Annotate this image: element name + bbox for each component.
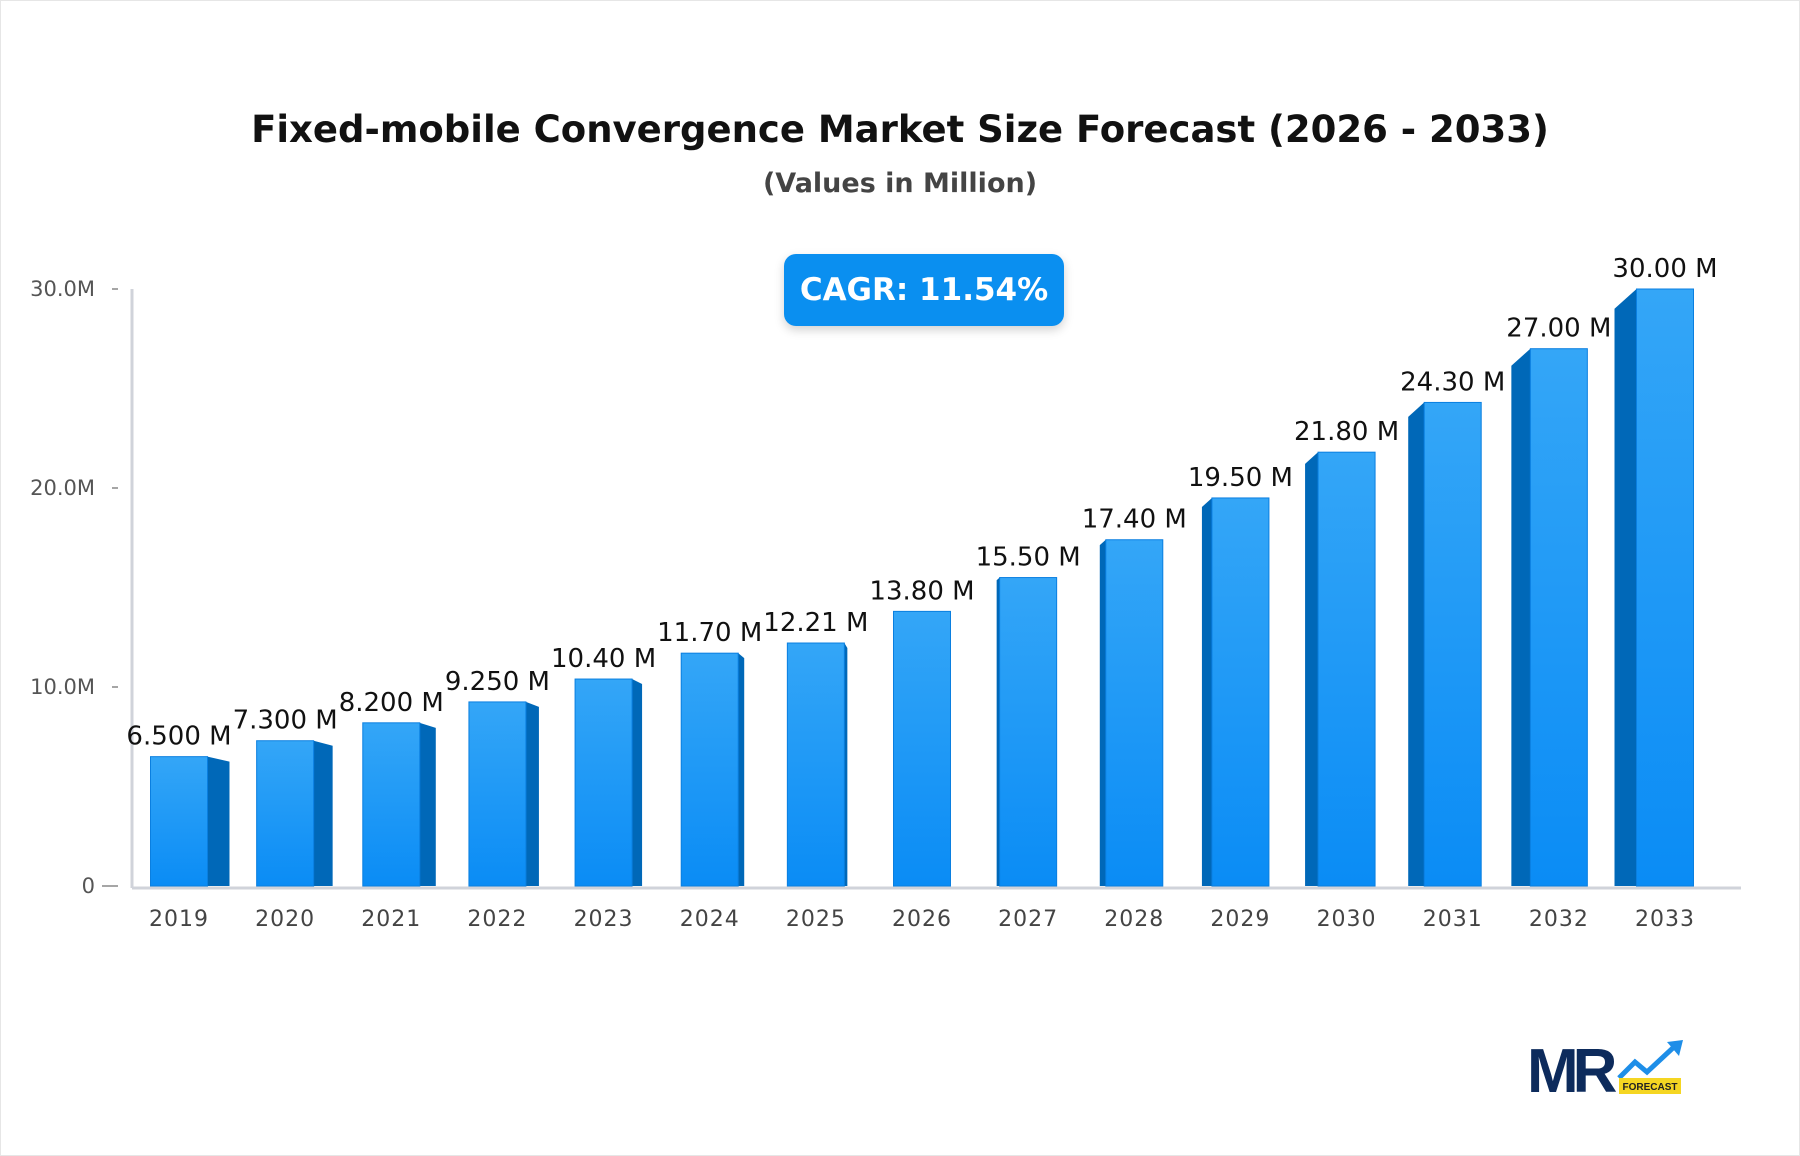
mr-forecast-logo: MR FORECAST [1527, 1040, 1683, 1100]
svg-text:FORECAST: FORECAST [1623, 1082, 1678, 1093]
bar-side [207, 756, 230, 886]
bar-2025 [786, 642, 845, 887]
bar-side [1201, 497, 1212, 886]
bar-2033 [1636, 288, 1694, 887]
x-tick-label: 2030 [1317, 907, 1377, 932]
bar-2030 [1317, 451, 1376, 887]
bar-side [844, 643, 848, 886]
y-tick-label: 10.0M [30, 675, 95, 699]
data-label: 13.80 M [869, 576, 974, 606]
bar-side [738, 653, 745, 886]
data-label: 15.50 M [976, 543, 1081, 573]
data-label: 19.50 M [1188, 463, 1293, 493]
bar-2031 [1423, 401, 1482, 887]
bar-side [1614, 289, 1637, 886]
x-tick-label: 2025 [786, 907, 846, 932]
data-label: 27.00 M [1506, 314, 1611, 344]
bar-2032 [1529, 348, 1588, 887]
data-label: 10.40 M [551, 644, 656, 674]
bar-side [1305, 452, 1319, 886]
x-tick-label: 2021 [361, 907, 421, 932]
bar-side [419, 722, 436, 886]
data-label: 24.30 M [1400, 367, 1505, 397]
x-tick-label: 2031 [1423, 907, 1483, 932]
bar-2023 [574, 678, 633, 887]
bar-side [1408, 402, 1425, 886]
data-label: 9.250 M [445, 667, 550, 697]
x-tick-label: 2026 [892, 907, 952, 932]
x-tick-label: 2022 [467, 907, 527, 932]
bar-side [1511, 348, 1531, 886]
data-label: 21.80 M [1294, 417, 1399, 447]
bar-side [313, 740, 333, 886]
x-tick-label: 2024 [680, 907, 740, 932]
bar-2026 [893, 610, 951, 887]
data-label: 12.21 M [763, 608, 868, 638]
bar-side [996, 577, 1000, 886]
data-label: 7.300 M [233, 706, 338, 736]
y-tick-label: 30.0M [30, 277, 95, 301]
x-tick-label: 2020 [255, 907, 315, 932]
x-tick-label: 2029 [1210, 907, 1270, 932]
chart-subtitle: (Values in Million) [762, 168, 1038, 199]
svg-text:MR: MR [1527, 1040, 1617, 1100]
x-tick-label: 2019 [149, 907, 209, 932]
bar-2022 [468, 701, 527, 887]
data-label: 11.70 M [657, 618, 762, 648]
bar-side [525, 701, 539, 886]
data-label: 6.500 M [126, 722, 231, 752]
y-tick-label: 20.0M [30, 476, 95, 500]
bar-2024 [680, 652, 739, 887]
bar-2020 [256, 740, 315, 887]
bar-2028 [1105, 539, 1164, 887]
bar-2029 [1211, 497, 1270, 887]
data-label: 17.40 M [1082, 505, 1187, 535]
cagr-badge: CAGR: 11.54% [784, 254, 1064, 326]
y-tick-label: 0 [82, 874, 95, 898]
data-label: 30.00 M [1612, 254, 1717, 284]
bar-2027 [999, 577, 1058, 887]
x-tick-label: 2027 [998, 907, 1058, 932]
x-tick-label: 2032 [1529, 907, 1589, 932]
x-tick-label: 2023 [574, 907, 634, 932]
x-tick-label: 2033 [1635, 907, 1695, 932]
bar-side [632, 679, 643, 886]
data-label: 8.200 M [339, 688, 444, 718]
bar-2021 [362, 722, 421, 887]
bar-2019 [150, 756, 208, 887]
x-tick-label: 2028 [1104, 907, 1164, 932]
bar-side [1099, 539, 1106, 886]
chart-title: Fixed-mobile Convergence Market Size For… [251, 108, 1549, 151]
